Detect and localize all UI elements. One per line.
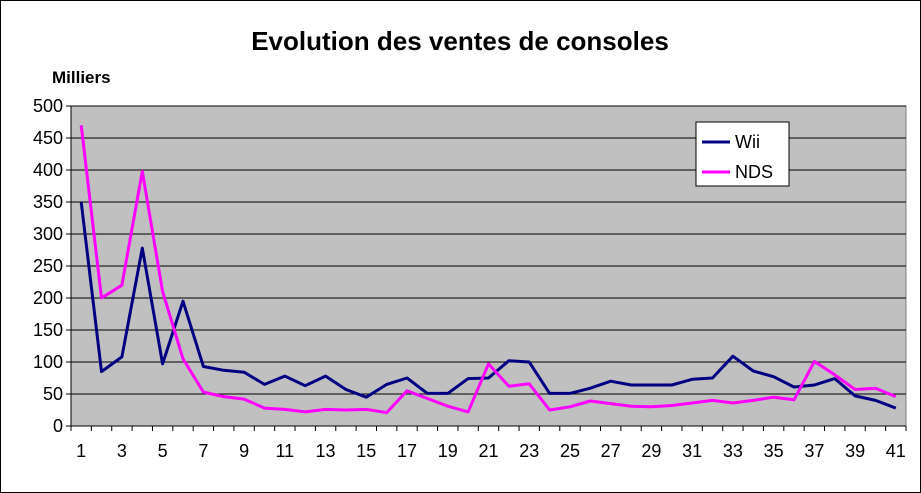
x-tick-label: 7	[198, 441, 208, 461]
series-line-wii	[79, 201, 897, 410]
x-tick-label: 39	[845, 441, 865, 461]
x-tick-label: 3	[117, 441, 127, 461]
y-tick-label: 500	[33, 96, 63, 116]
x-tick-label: 19	[438, 441, 458, 461]
y-tick-label: 200	[33, 288, 63, 308]
x-tick-label: 41	[886, 441, 906, 461]
y-tick-label: 0	[53, 416, 63, 436]
y-axis: 0 50 100 150 200 250 300 350 400 450 500	[33, 96, 72, 436]
series-layer	[79, 125, 897, 415]
y-tick-label: 50	[43, 384, 63, 404]
y-tick-label: 100	[33, 352, 63, 372]
x-tick-label: 1	[76, 441, 86, 461]
x-axis: 1 3 5 7 9 11 13 15 17 19 21 23 25 27 29 31 33 35 37 39 41	[70, 425, 907, 461]
y-tick-label: 150	[33, 320, 63, 340]
y-axis-label: Milliers	[52, 68, 111, 87]
x-tick-label: 17	[397, 441, 417, 461]
y-tick-label: 350	[33, 192, 63, 212]
y-tick-label: 250	[33, 256, 63, 276]
x-tick-label: 9	[239, 441, 249, 461]
x-tick-label: 11	[275, 441, 294, 461]
y-tick-label: 400	[33, 160, 63, 180]
x-tick-label: 27	[601, 441, 621, 461]
y-tick-label: 300	[33, 224, 63, 244]
x-tick-label: 13	[316, 441, 336, 461]
legend-label-wii: Wii	[735, 132, 760, 152]
x-tick-label: 31	[682, 441, 702, 461]
chart-title: Evolution des ventes de consoles	[251, 26, 669, 56]
series-line-nds	[79, 125, 897, 415]
legend: Wii NDS	[695, 121, 790, 187]
x-tick-label: 25	[560, 441, 580, 461]
x-tick-label: 5	[158, 441, 168, 461]
x-tick-label: 21	[478, 441, 498, 461]
x-tick-label: 35	[764, 441, 784, 461]
legend-box	[695, 121, 790, 187]
legend-label-nds: NDS	[735, 162, 773, 182]
x-tick-label: 33	[723, 441, 743, 461]
y-tick-label: 450	[33, 128, 63, 148]
x-tick-label: 23	[519, 441, 539, 461]
x-tick-label: 29	[641, 441, 661, 461]
x-tick-label: 37	[804, 441, 824, 461]
x-tick-label: 15	[356, 441, 376, 461]
